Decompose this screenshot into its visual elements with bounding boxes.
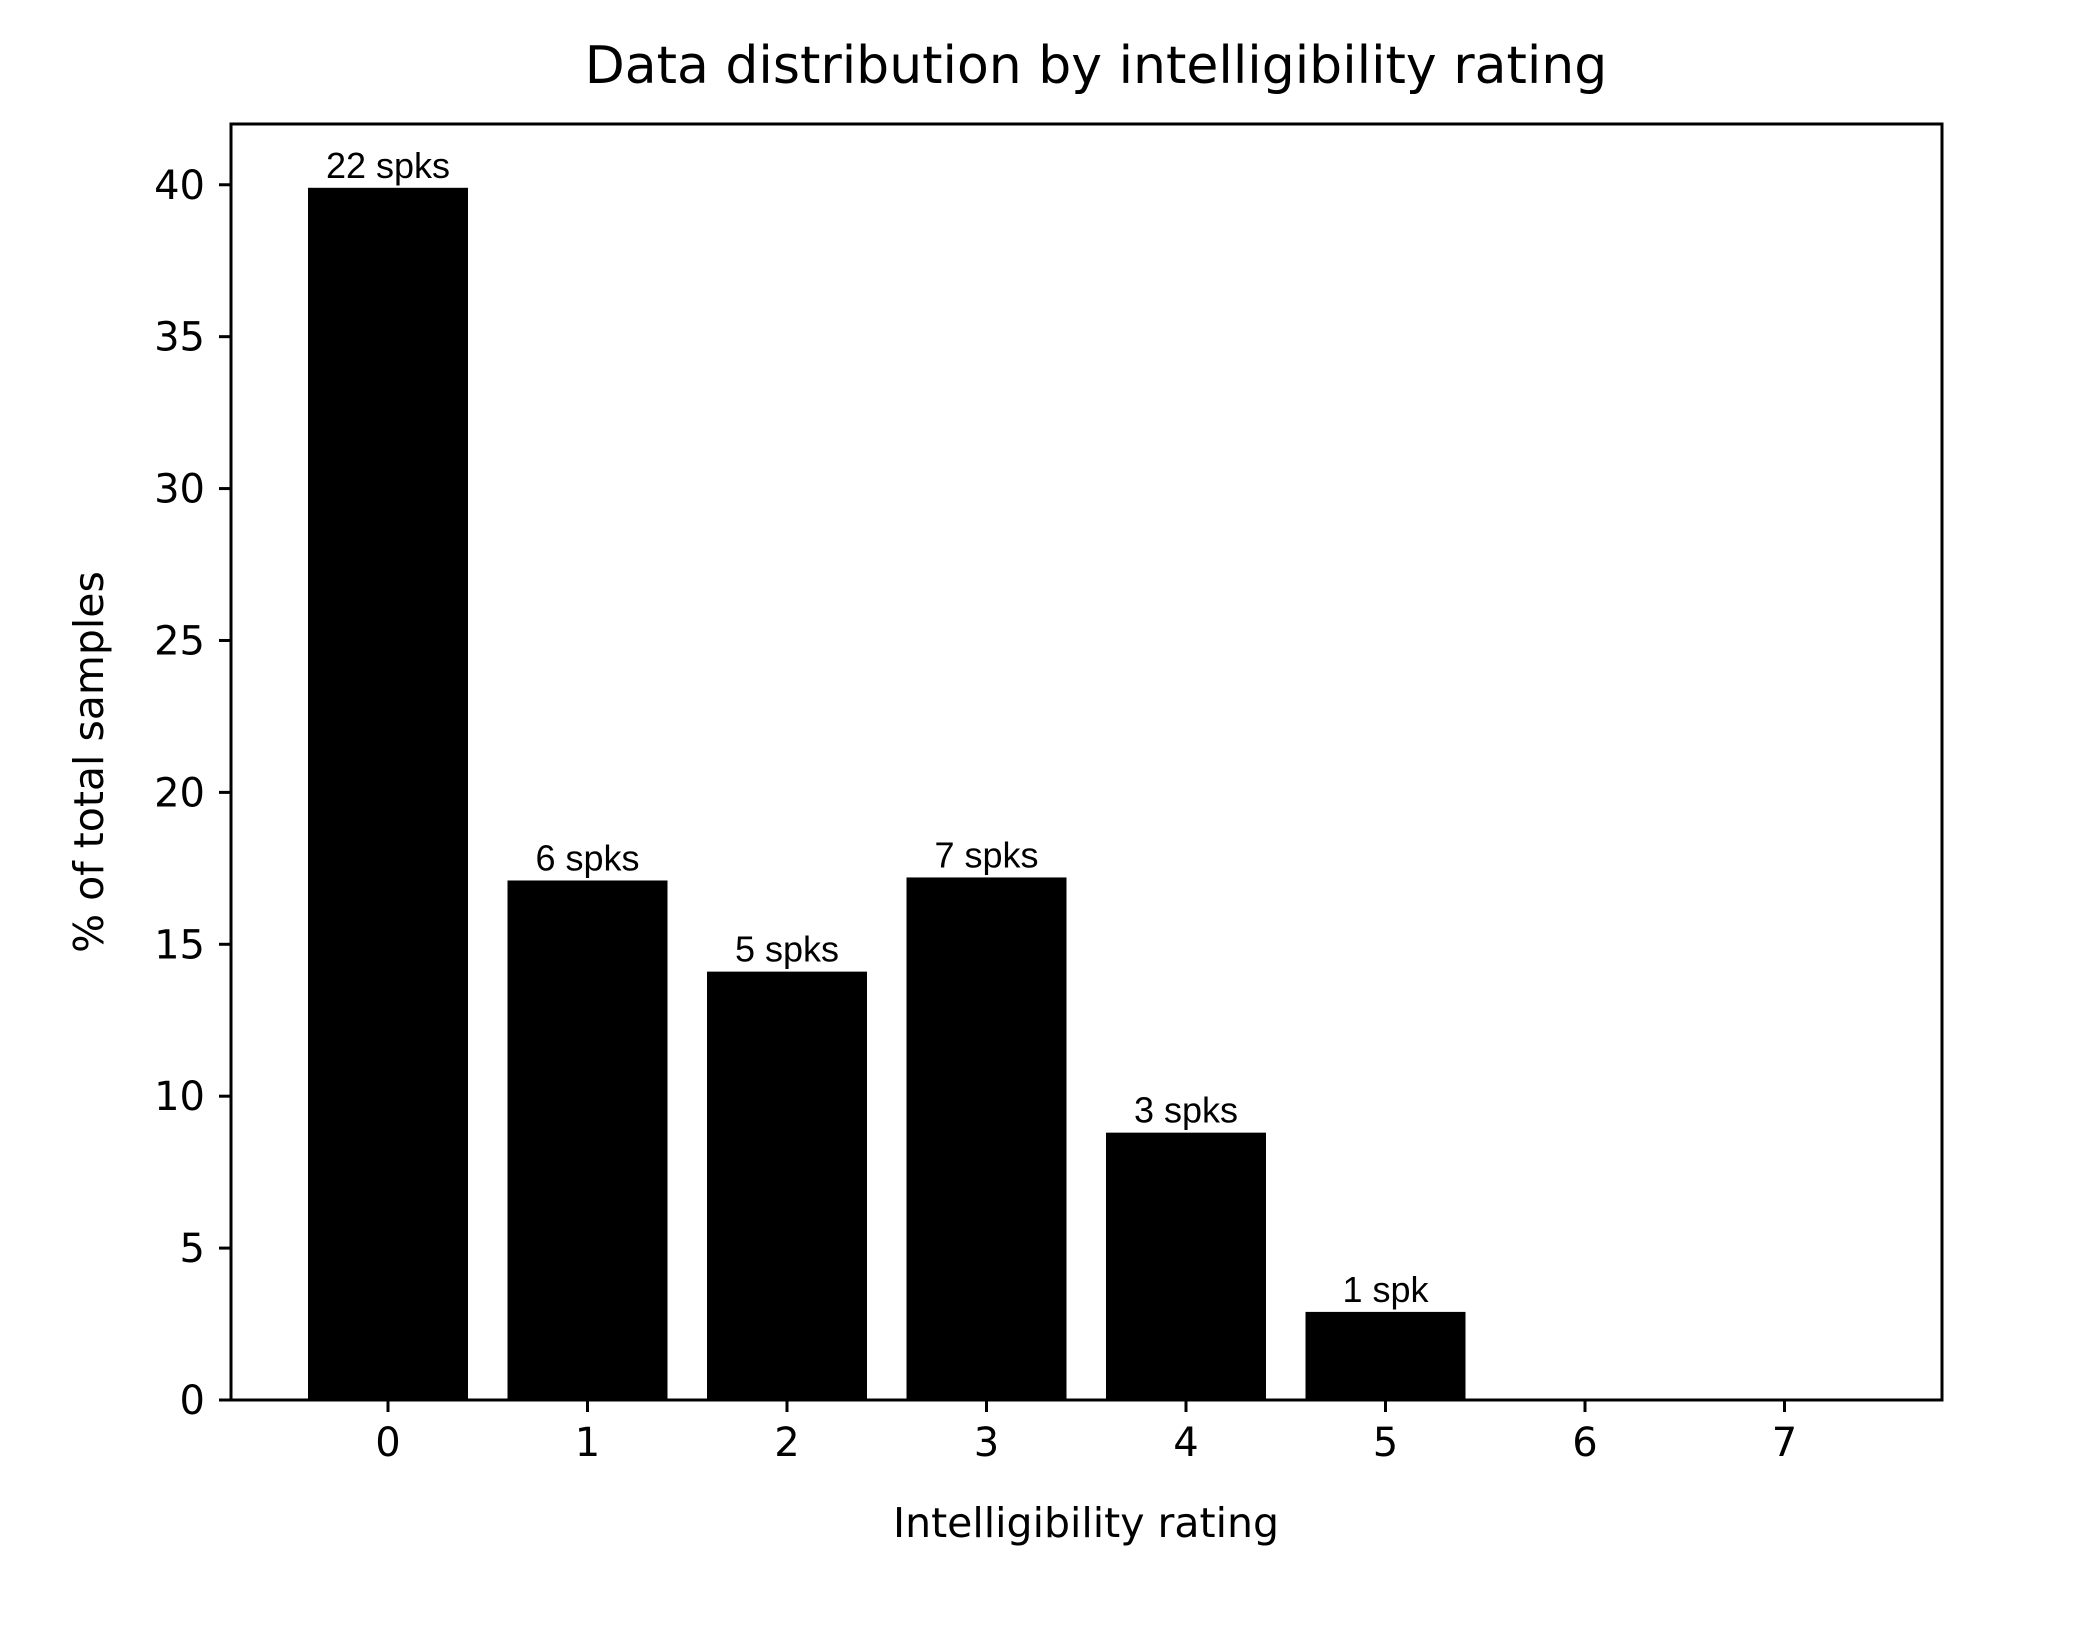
chart-title: Data distribution by intelligibility rat…: [585, 36, 1608, 96]
y-tick-label-35: 35: [154, 315, 205, 361]
y-tick-label-30: 30: [154, 467, 205, 513]
bar-annotations: 22 spks 6 spks 5 spks 7 spks 3 spks 1 spk: [326, 145, 1430, 1310]
bar-label-3: 7 spks: [934, 834, 1038, 875]
y-tick-label-20: 20: [154, 770, 205, 816]
bar-label-5: 1 spk: [1342, 1269, 1429, 1310]
x-tick-label-1: 1: [575, 1420, 600, 1466]
bar-4: [1106, 1132, 1266, 1400]
x-axis: 0 1 2 3 4 5 6 7: [375, 1400, 1797, 1466]
y-tick-label-40: 40: [154, 163, 205, 209]
y-axis: 0 5 10 15 20 25 30 35 40: [154, 163, 231, 1424]
x-tick-label-5: 5: [1373, 1420, 1398, 1466]
x-tick-label-0: 0: [375, 1420, 400, 1466]
x-tick-label-2: 2: [774, 1420, 799, 1466]
bar-0: [308, 187, 468, 1400]
plot-frame: [229, 122, 1944, 1402]
y-axis-label: % of total samples: [65, 571, 113, 953]
bar-label-1: 6 spks: [535, 837, 639, 878]
y-tick-label-25: 25: [154, 618, 205, 664]
x-tick-label-7: 7: [1772, 1420, 1797, 1466]
y-tick-label-0: 0: [180, 1378, 205, 1424]
bar-label-2: 5 spks: [735, 929, 839, 970]
bar-label-0: 22 spks: [326, 145, 450, 186]
bars-layer: [308, 187, 1466, 1400]
y-tick-label-5: 5: [180, 1226, 205, 1272]
bar-1: [507, 880, 668, 1400]
x-axis-label: Intelligibility rating: [893, 1499, 1279, 1547]
bar-2: [707, 971, 867, 1400]
x-tick-label-4: 4: [1173, 1420, 1198, 1466]
y-tick-label-15: 15: [154, 922, 205, 968]
x-tick-label-6: 6: [1572, 1420, 1597, 1466]
bar-3: [906, 877, 1067, 1400]
x-tick-label-3: 3: [974, 1420, 999, 1466]
bar-5: [1305, 1311, 1466, 1400]
y-tick-label-10: 10: [154, 1074, 205, 1120]
bar-label-4: 3 spks: [1134, 1090, 1238, 1131]
